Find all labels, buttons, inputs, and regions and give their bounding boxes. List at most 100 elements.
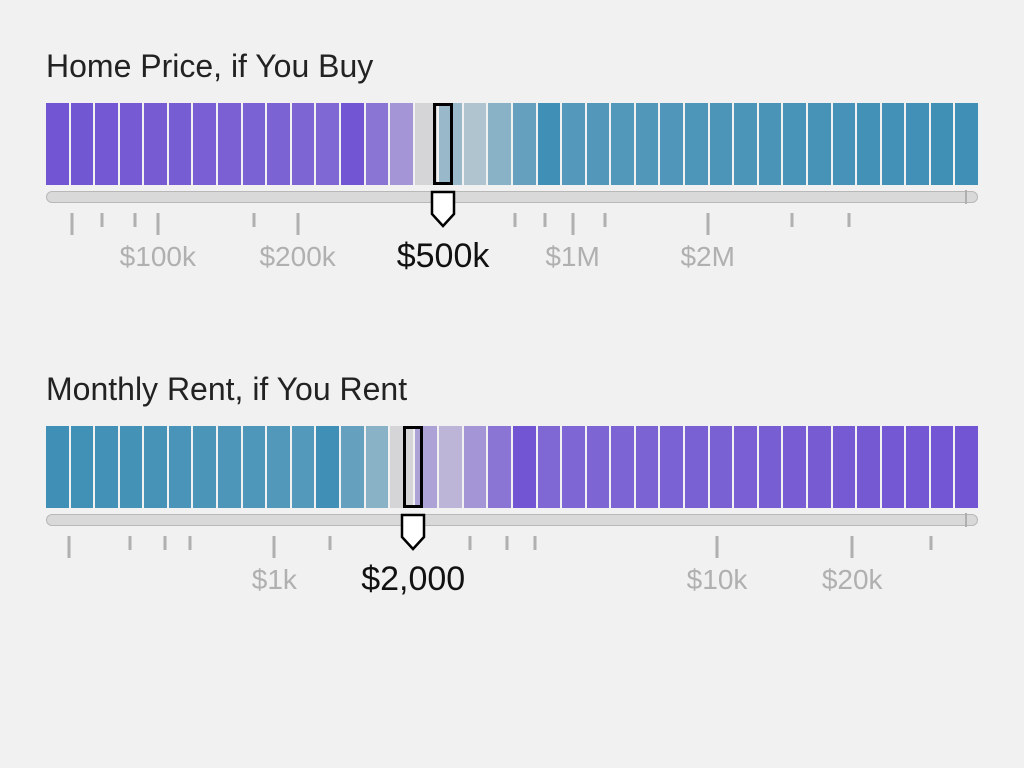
gradient-segment (439, 426, 462, 508)
gradient-segment (267, 426, 290, 508)
gradient-segment (685, 103, 708, 185)
gradient-segment (587, 103, 610, 185)
tick-label: $1M (545, 241, 599, 273)
gradient-segment (783, 103, 806, 185)
gradient-segment (243, 426, 266, 508)
gradient-segment (71, 103, 94, 185)
gradient-segment (931, 103, 954, 185)
gradient-segment (243, 103, 266, 185)
gradient-segment (710, 103, 733, 185)
gradient-segment (882, 103, 905, 185)
home-price-value-label: $500k (397, 237, 490, 276)
home-price-slider-track[interactable] (46, 191, 978, 203)
home-price-tick-axis: $500k $100k$200k$1M$2M (46, 213, 978, 283)
gradient-segment (538, 426, 561, 508)
gradient-segment (464, 426, 487, 508)
gradient-segment (734, 426, 757, 508)
gradient-segment (636, 103, 659, 185)
gradient-segment (611, 103, 634, 185)
gradient-segment (341, 103, 364, 185)
tick-minor (543, 213, 546, 227)
tick-major (273, 536, 276, 558)
gradient-segment (488, 426, 511, 508)
tick-minor (128, 536, 131, 550)
gradient-segment (833, 426, 856, 508)
gradient-segment (120, 103, 143, 185)
tick-minor (100, 213, 103, 227)
gradient-segment (366, 426, 389, 508)
gradient-segment (193, 103, 216, 185)
tick-major (571, 213, 574, 235)
home-price-title: Home Price, if You Buy (46, 48, 978, 85)
gradient-segment (857, 103, 880, 185)
gradient-segment (316, 426, 339, 508)
gradient-segment (292, 103, 315, 185)
gradient-segment (464, 103, 487, 185)
gradient-segment (882, 426, 905, 508)
gradient-segment (341, 426, 364, 508)
gradient-segment (218, 103, 241, 185)
gradient-segment (955, 103, 978, 185)
gradient-segment (660, 103, 683, 185)
gradient-segment (390, 103, 413, 185)
tick-major (296, 213, 299, 235)
gradient-segment (562, 426, 585, 508)
gradient-segment (390, 426, 413, 508)
gradient-segment (759, 426, 782, 508)
gradient-segment (415, 426, 438, 508)
tick-minor (930, 536, 933, 550)
tick-minor (252, 213, 255, 227)
tick-major (851, 536, 854, 558)
gradient-segment (955, 426, 978, 508)
gradient-segment (685, 426, 708, 508)
gradient-segment (906, 426, 929, 508)
gradient-segment (611, 426, 634, 508)
track-end-tick-icon (965, 513, 967, 527)
home-price-slider-group: Home Price, if You Buy $500k $100k$200k$… (46, 48, 978, 283)
gradient-segment (193, 426, 216, 508)
gradient-segment (759, 103, 782, 185)
monthly-rent-title: Monthly Rent, if You Rent (46, 371, 978, 408)
gradient-segment (439, 103, 462, 185)
tick-major (706, 213, 709, 235)
monthly-rent-value-label: $2,000 (361, 560, 465, 599)
gradient-segment (144, 426, 167, 508)
gradient-segment (169, 103, 192, 185)
gradient-segment (808, 103, 831, 185)
gradient-segment (587, 426, 610, 508)
gradient-segment (538, 103, 561, 185)
tick-minor (469, 536, 472, 550)
gradient-segment (46, 426, 69, 508)
gradient-segment (95, 426, 118, 508)
monthly-rent-slider-track[interactable] (46, 514, 978, 526)
gradient-segment (488, 103, 511, 185)
gradient-segment (906, 103, 929, 185)
tick-label: $10k (687, 564, 748, 596)
gradient-segment (218, 426, 241, 508)
monthly-rent-gradient-bar (46, 426, 978, 508)
gradient-segment (366, 103, 389, 185)
tick-minor (848, 213, 851, 227)
gradient-segment (169, 426, 192, 508)
gradient-segment (415, 103, 438, 185)
tick-minor (513, 213, 516, 227)
tick-minor (790, 213, 793, 227)
gradient-segment (734, 103, 757, 185)
gradient-segment (857, 426, 880, 508)
gradient-segment (120, 426, 143, 508)
home-price-gradient-bar (46, 103, 978, 185)
monthly-rent-tick-axis: $2,000 $1k$10k$20k (46, 536, 978, 606)
gradient-segment (46, 103, 69, 185)
tick-major (68, 536, 71, 558)
tick-label: $2M (680, 241, 734, 273)
tick-major (71, 213, 74, 235)
gradient-segment (562, 103, 585, 185)
gradient-segment (931, 426, 954, 508)
gradient-segment (292, 426, 315, 508)
tick-minor (189, 536, 192, 550)
gradient-segment (660, 426, 683, 508)
gradient-segment (513, 426, 536, 508)
tick-minor (133, 213, 136, 227)
gradient-segment (710, 426, 733, 508)
tick-label: $20k (822, 564, 883, 596)
